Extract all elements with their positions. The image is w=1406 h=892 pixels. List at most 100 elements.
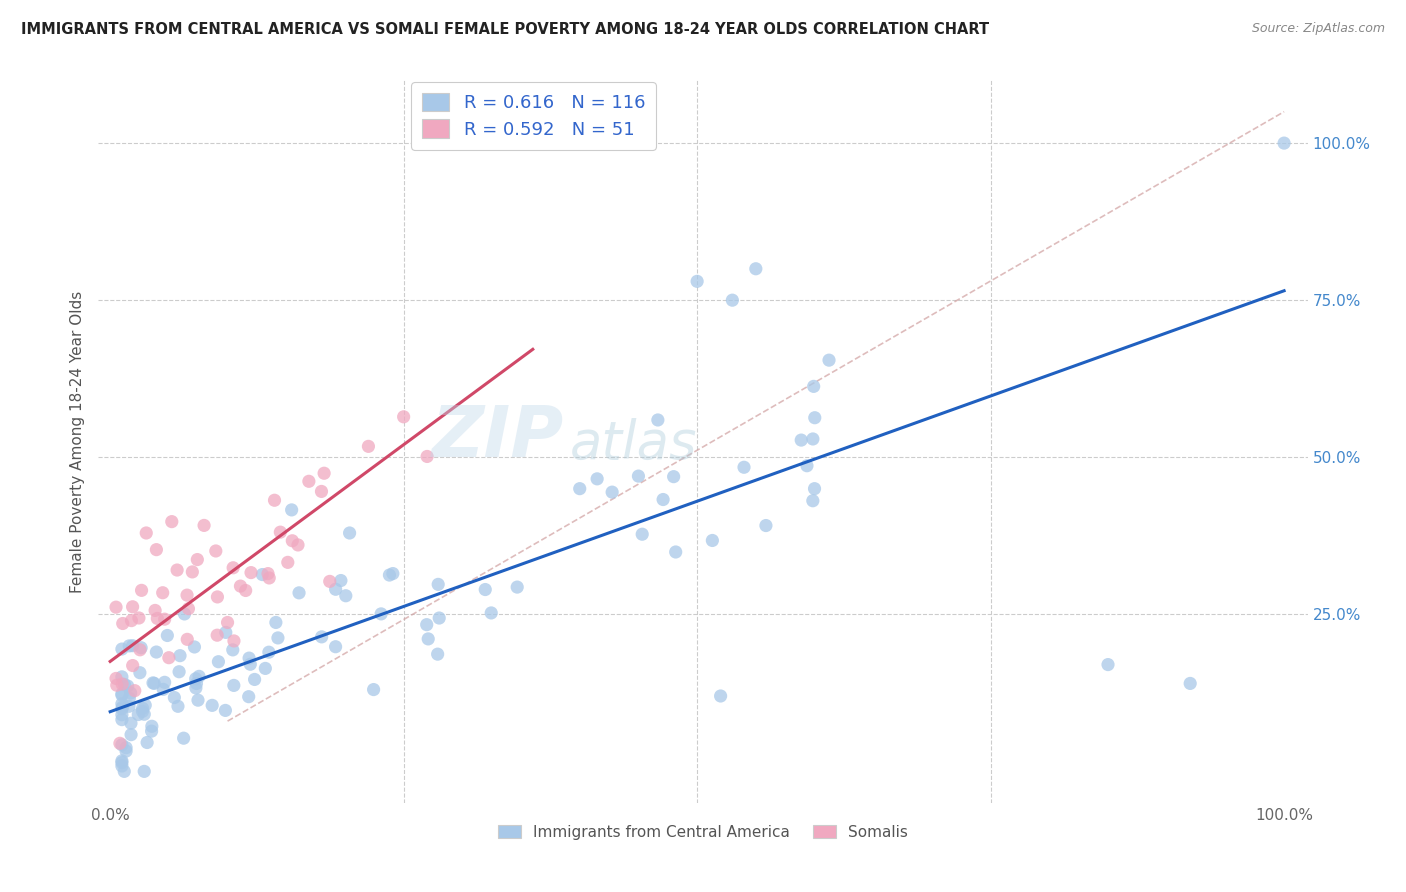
Point [111,759,134,773]
Point [1180,676,1202,690]
Point [506,580,529,594]
Point [298,475,321,489]
Point [222,561,245,575]
Point [176,588,198,602]
Point [143,676,166,690]
Point [647,413,669,427]
Point [143,603,166,617]
Point [184,672,207,686]
Point [157,650,180,665]
Point [631,527,654,541]
Point [129,642,152,657]
Point [111,756,134,770]
Point [145,645,167,659]
Point [145,542,167,557]
Point [710,689,733,703]
Point [111,642,134,657]
Point [152,586,174,600]
Point [418,632,440,646]
Point [111,754,134,768]
Point [111,702,134,716]
Point [586,472,609,486]
Point [153,612,176,626]
Point [479,606,502,620]
Point [392,409,415,424]
Legend: Immigrants from Central America, Somalis: Immigrants from Central America, Somalis [492,819,914,846]
Point [801,493,824,508]
Point [314,467,336,481]
Point [568,482,591,496]
Point [1272,136,1295,150]
Point [120,686,142,700]
Point [215,625,238,640]
Point [686,274,709,288]
Point [214,703,236,717]
Point [111,700,134,714]
Point [238,651,260,665]
Text: Source: ZipAtlas.com: Source: ZipAtlas.com [1251,22,1385,36]
Point [118,691,141,706]
Point [187,693,209,707]
Point [745,261,768,276]
Point [115,740,138,755]
Point [111,688,134,702]
Point [280,503,302,517]
Point [755,518,778,533]
Point [207,590,229,604]
Point [112,764,135,779]
Point [131,583,153,598]
Point [269,525,291,540]
Point [124,683,146,698]
Point [111,670,134,684]
Point [141,724,163,739]
Point [319,574,342,589]
Point [134,764,156,779]
Point [281,533,304,548]
Point [329,574,352,588]
Point [120,716,142,731]
Point [111,713,134,727]
Point [173,731,195,746]
Point [381,566,404,581]
Point [357,439,380,453]
Point [229,579,252,593]
Point [243,673,266,687]
Point [222,634,245,648]
Point [176,632,198,647]
Point [363,682,385,697]
Point [131,705,153,719]
Point [120,728,142,742]
Point [193,518,215,533]
Point [416,450,439,464]
Point [662,469,685,483]
Point [600,485,623,500]
Point [153,675,176,690]
Point [790,433,813,447]
Point [112,677,135,691]
Point [264,615,287,630]
Point [135,526,157,541]
Point [335,589,357,603]
Point [426,647,449,661]
Point [105,600,128,615]
Point [205,628,228,642]
Point [169,648,191,663]
Point [222,643,245,657]
Point [167,665,190,679]
Point [427,577,450,591]
Point [733,460,755,475]
Point [627,469,650,483]
Point [311,484,333,499]
Point [167,699,190,714]
Point [166,563,188,577]
Point [111,738,134,752]
Point [474,582,496,597]
Point [118,699,141,714]
Point [134,707,156,722]
Point [252,567,274,582]
Point [121,658,143,673]
Point [370,607,392,621]
Point [796,458,818,473]
Point [121,639,143,653]
Point [111,697,134,711]
